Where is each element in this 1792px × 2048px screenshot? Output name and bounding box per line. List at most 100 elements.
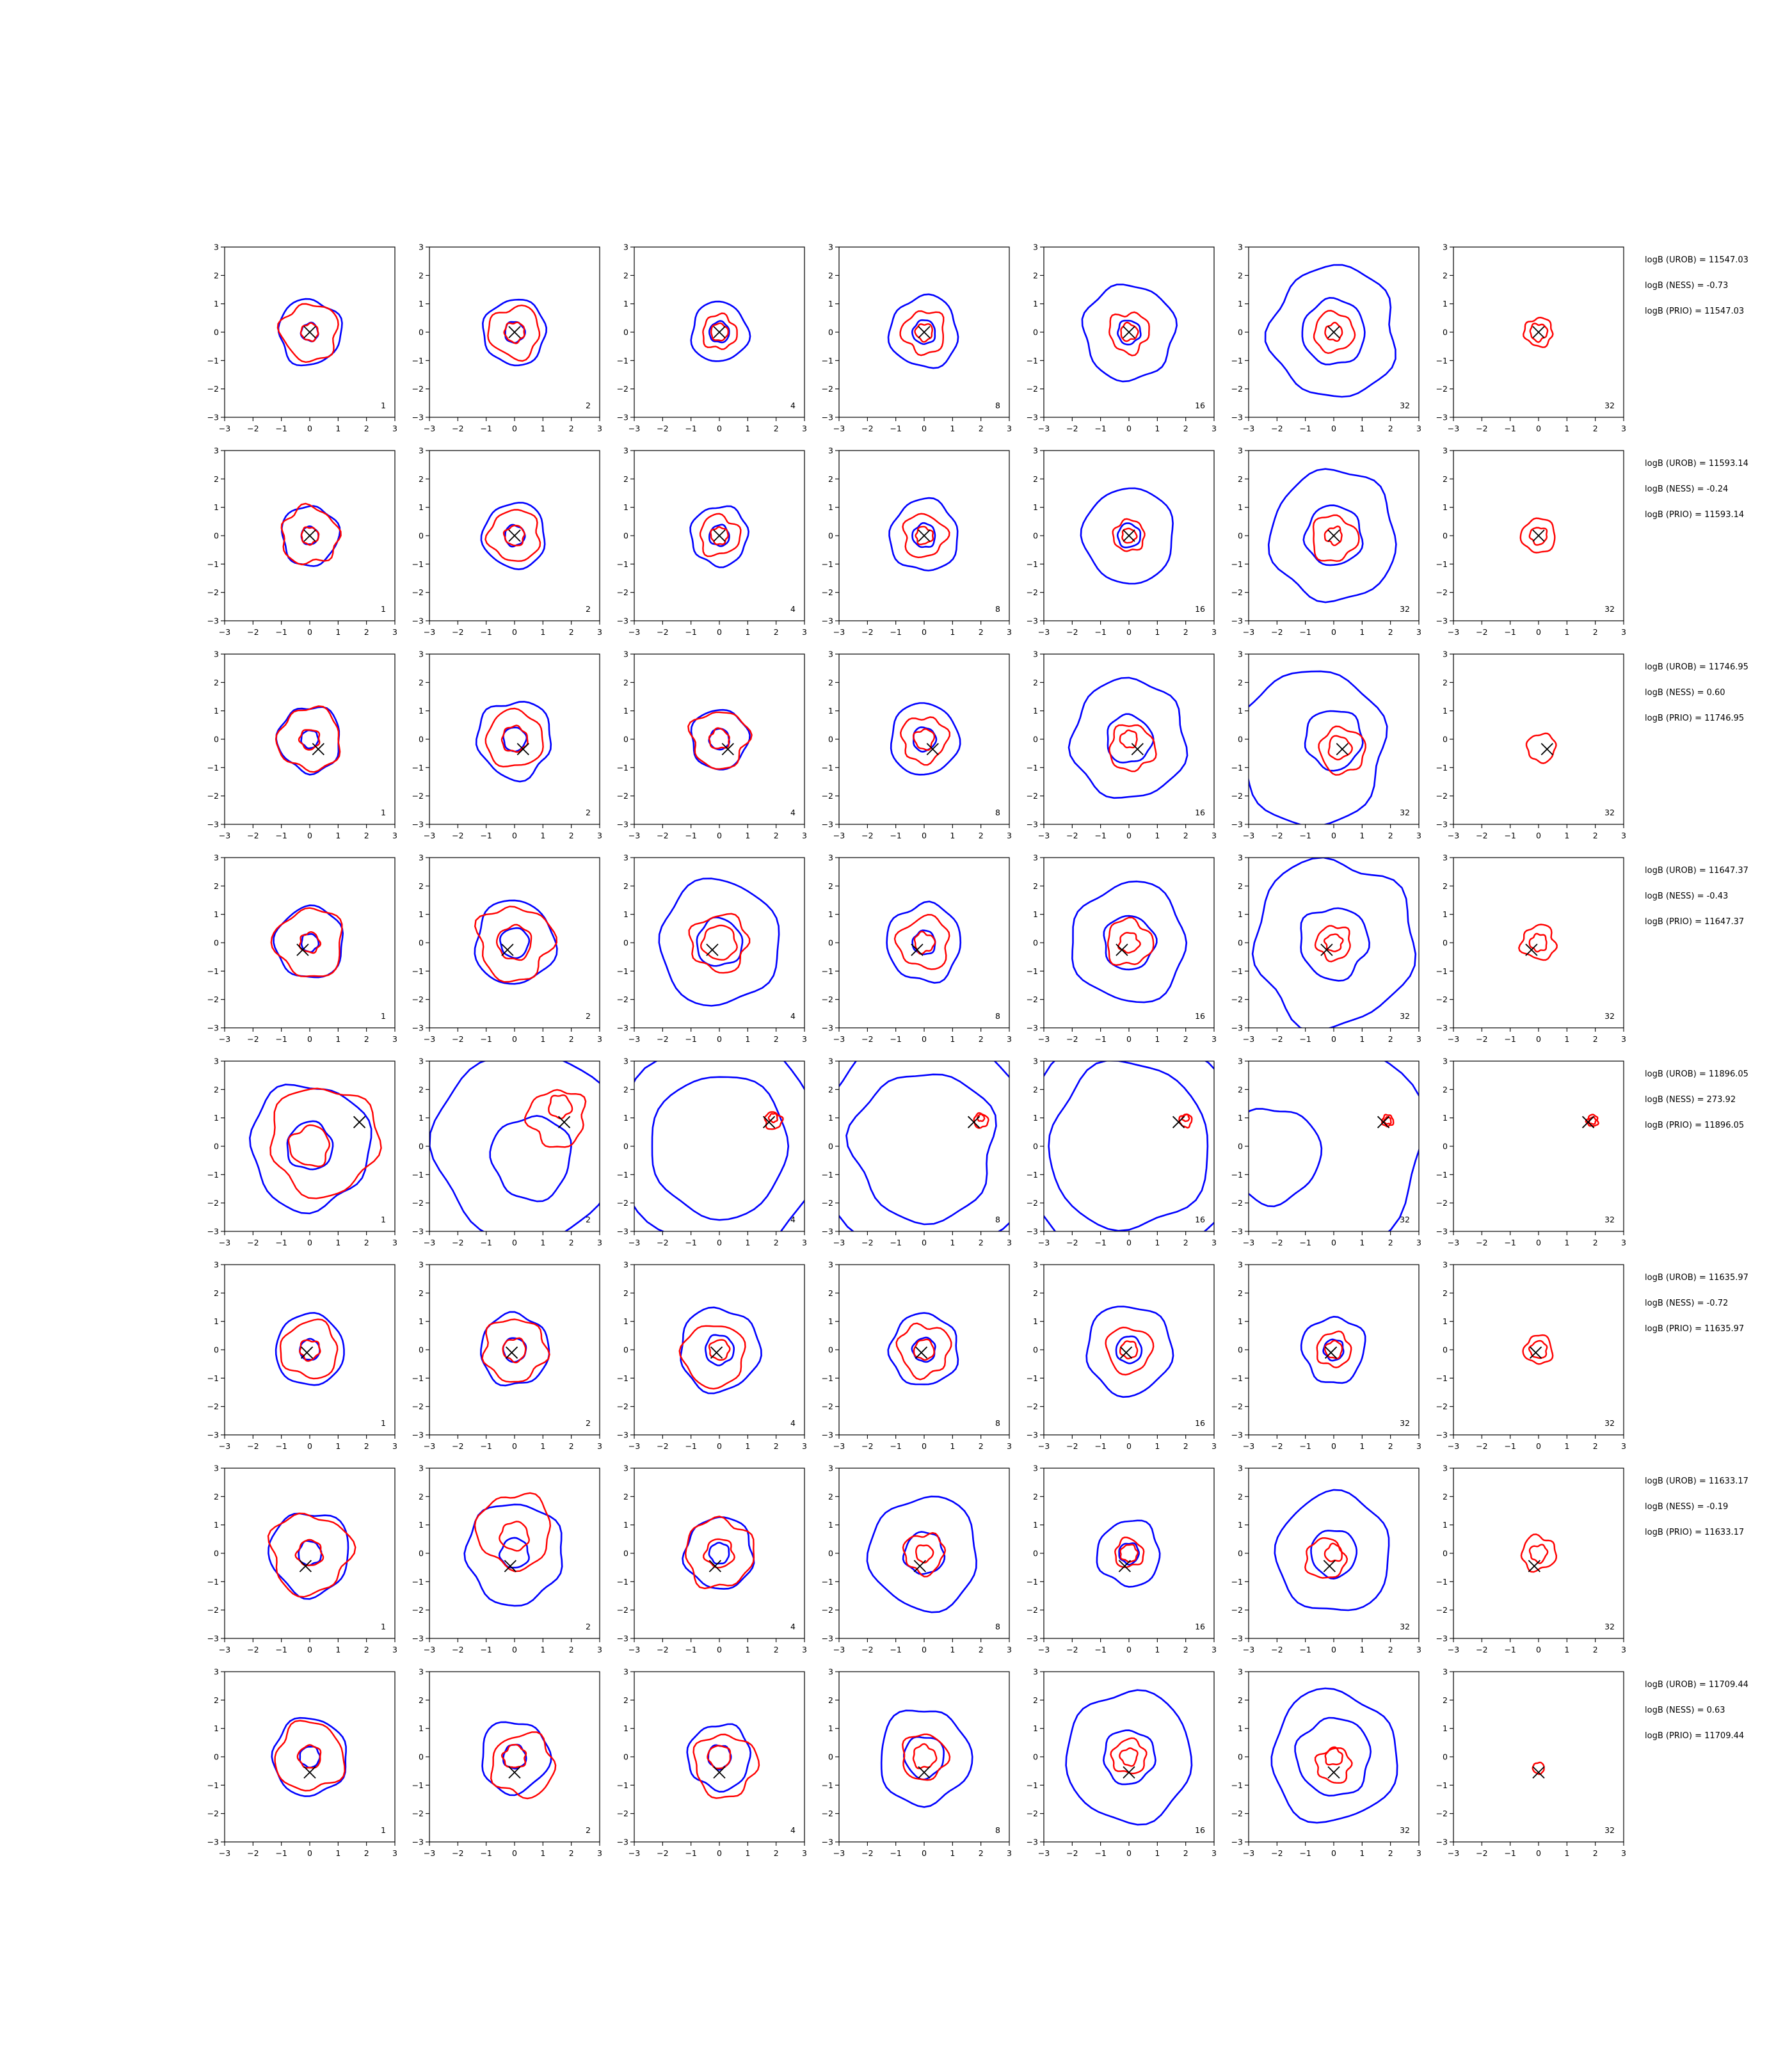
- y-tick-label: 1: [828, 299, 833, 308]
- y-tick-label: −1: [1027, 559, 1038, 569]
- x-tick-label: −2: [1271, 1441, 1283, 1451]
- subplot-r6-c4: −3 −2 −1 0 1 2 3 −3 −2 −1 0 1 2 3 8: [822, 1260, 1012, 1452]
- y-tick-label: 1: [828, 1520, 833, 1530]
- contour-area: [1519, 517, 1556, 554]
- y-tick-label: −2: [617, 384, 628, 394]
- contour-area: [1081, 284, 1178, 383]
- x-tick-label: −1: [685, 1848, 696, 1858]
- x-tick-label: −3: [1038, 1441, 1050, 1451]
- x-tick-label: 2: [364, 1645, 369, 1654]
- x-tick-label: 0: [1126, 1848, 1132, 1858]
- x-tick-label: 2: [1183, 1441, 1188, 1451]
- y-tick-label: −3: [1436, 413, 1448, 422]
- y-tick-label: −1: [1436, 1373, 1448, 1383]
- red-contour: [1518, 924, 1558, 961]
- x-tick-label: −1: [890, 1645, 901, 1654]
- y-tick-label: 0: [1443, 1752, 1448, 1762]
- x-tick-label: −1: [1299, 1645, 1311, 1654]
- y-tick-label: 1: [1033, 502, 1038, 512]
- x-tick-label: −3: [628, 424, 640, 433]
- y-tick-label: 3: [1443, 1464, 1448, 1473]
- x-marker: [557, 1116, 571, 1128]
- y-tick-label: 2: [1443, 474, 1448, 484]
- y-tick-label: 0: [1443, 328, 1448, 337]
- x-tick-label: 2: [569, 627, 574, 637]
- x-tick-label: −3: [1243, 1645, 1254, 1654]
- x-tick-label: 3: [1621, 1441, 1626, 1451]
- x-tick-label: −2: [1066, 1848, 1078, 1858]
- y-tick-label: −2: [1027, 1198, 1038, 1208]
- x-tick-label: −2: [1271, 424, 1283, 433]
- blue-contour: [705, 1334, 735, 1366]
- x-tick-label: −1: [1299, 1238, 1311, 1247]
- column-label: 8: [995, 1418, 1000, 1428]
- x-tick-label: 1: [335, 1034, 340, 1044]
- y-tick-label: 2: [1443, 1085, 1448, 1094]
- y-tick-label: 1: [1443, 1724, 1448, 1733]
- x-tick-label: −1: [1299, 627, 1311, 637]
- x-tick-label: 1: [335, 1441, 340, 1451]
- red-contour: [1324, 933, 1344, 952]
- column-label: 1: [381, 1622, 386, 1631]
- x-tick-label: 3: [1416, 831, 1421, 840]
- subplot-r7-c6: −3 −2 −1 0 1 2 3 −3 −2 −1 0 1 2 3 32: [1231, 1464, 1421, 1655]
- contour-area: [271, 1716, 347, 1797]
- x-tick-label: 2: [774, 1238, 779, 1247]
- y-tick-label: 2: [828, 1085, 833, 1094]
- red-contour: [1114, 1536, 1145, 1569]
- blue-contour: [890, 702, 961, 776]
- axes-frame: [224, 1671, 396, 1843]
- blue-contour: [498, 1537, 530, 1569]
- logb-text: logB (UROB) = 11593.14: [1645, 459, 1748, 468]
- y-tick-label: 3: [623, 446, 628, 456]
- y-tick-label: −1: [1231, 356, 1243, 365]
- contour-area: [1249, 1061, 1419, 1231]
- y-tick-label: −3: [822, 616, 833, 626]
- x-tick-label: −2: [1476, 1238, 1487, 1247]
- y-tick-label: −2: [207, 384, 219, 394]
- y-tick-label: −3: [1231, 413, 1243, 422]
- y-tick-label: 1: [214, 299, 219, 308]
- y-tick-label: 0: [623, 735, 628, 744]
- contour-area: [480, 1311, 550, 1387]
- y-tick-label: 3: [1443, 1260, 1448, 1270]
- axes-frame: [1043, 857, 1215, 1028]
- x-tick-label: 3: [392, 1645, 397, 1654]
- row-info-r1: logB (UROB) = 11547.03 logB (NESS) = -0.7…: [1645, 255, 1748, 316]
- x-tick-label: −2: [1066, 1441, 1078, 1451]
- x-tick-label: −1: [1299, 1034, 1311, 1044]
- x-marker: [300, 1346, 314, 1359]
- y-tick-label: 2: [1443, 1492, 1448, 1501]
- blue-contour: [1384, 1061, 1419, 1231]
- red-contour: [474, 906, 558, 983]
- x-marker: [299, 1560, 312, 1572]
- y-tick-label: −2: [1436, 1605, 1448, 1615]
- x-tick-label: 3: [1416, 627, 1421, 637]
- x-marker: [1327, 326, 1340, 339]
- x-tick-label: −3: [628, 1441, 640, 1451]
- y-tick-label: 2: [1033, 1492, 1038, 1501]
- x-tick-label: 2: [1183, 627, 1188, 637]
- contour-area: [1300, 1315, 1366, 1384]
- x-tick-label: −1: [1299, 424, 1311, 433]
- x-tick-label: 2: [364, 1441, 369, 1451]
- x-tick-label: −3: [1038, 1848, 1050, 1858]
- subplot-r8-c7: −3 −2 −1 0 1 2 3 −3 −2 −1 0 1 2 3 32: [1436, 1667, 1626, 1859]
- column-label: 8: [995, 1825, 1000, 1835]
- y-tick-label: −1: [1436, 966, 1448, 976]
- axes-frame: [1453, 857, 1624, 1028]
- y-tick-label: −1: [1027, 1170, 1038, 1180]
- y-tick-label: 1: [1238, 1113, 1243, 1123]
- x-tick-label: −2: [1271, 1034, 1283, 1044]
- x-marker: [918, 529, 931, 542]
- y-tick-label: 3: [1238, 1260, 1243, 1270]
- x-tick-label: 3: [597, 1034, 602, 1044]
- x-tick-label: −2: [1271, 1238, 1283, 1247]
- y-tick-label: 2: [419, 474, 424, 484]
- y-tick-label: 2: [1443, 1695, 1448, 1705]
- red-contour: [502, 524, 525, 547]
- x-tick-label: −1: [1504, 627, 1516, 637]
- x-tick-label: 2: [569, 1034, 574, 1044]
- x-tick-label: −2: [247, 424, 259, 433]
- red-contour: [1324, 1746, 1343, 1766]
